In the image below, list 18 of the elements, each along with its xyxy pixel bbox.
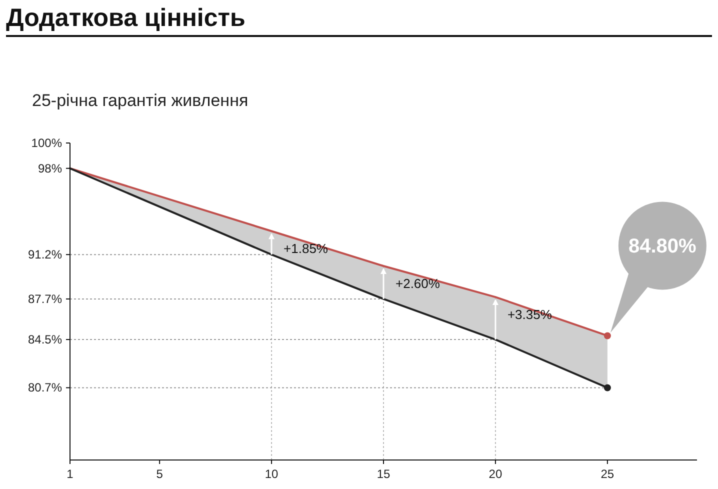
y-tick-label: 87.7% — [28, 292, 62, 306]
annotation: +3.35% — [507, 307, 552, 322]
y-tick-label: 80.7% — [28, 380, 62, 395]
annotation: 84.80% — [628, 236, 697, 258]
x-tick-label: 15 — [376, 467, 390, 481]
y-tick-label: 84.5% — [28, 332, 62, 347]
annotation: +2.60% — [396, 276, 440, 291]
x-tick-label: 20 — [488, 467, 502, 481]
x-tick-label: 25 — [600, 467, 614, 481]
x-tick-label: 5 — [156, 467, 164, 481]
chart-title: Додаткова цінність — [6, 4, 246, 32]
x-tick-label: 10 — [264, 467, 279, 481]
x-tick-label: 1 — [66, 467, 74, 481]
annotation: +1.85% — [284, 241, 328, 256]
y-tick-label: 98% — [38, 161, 62, 176]
y-tick-label: 100% — [31, 136, 62, 150]
y-tick-label: 91.2% — [28, 248, 62, 262]
chart-subtitle: 25-річна гарантія живлення — [32, 91, 248, 110]
